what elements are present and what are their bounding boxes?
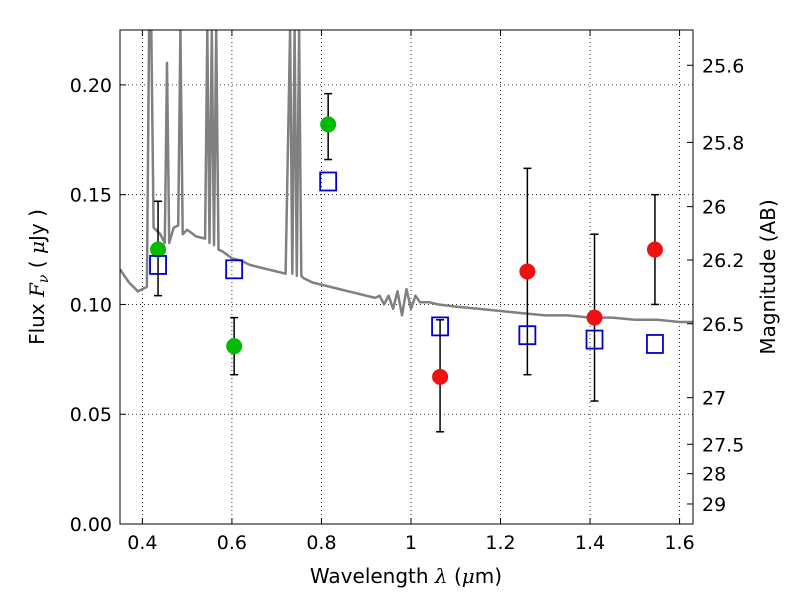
model-photometry-square bbox=[225, 259, 244, 280]
y2-tick-label: 29 bbox=[702, 494, 726, 516]
y2-tick-label: 28 bbox=[702, 464, 726, 486]
y-axis-label: Flux Fν ( μJy ) bbox=[25, 209, 52, 345]
y2-tick-label: 27.5 bbox=[702, 434, 744, 456]
x-tick-label: 0.4 bbox=[127, 532, 157, 554]
x-axis-label: Wavelength λ (μm) bbox=[310, 564, 502, 588]
y-tick-label: 0.15 bbox=[70, 185, 112, 207]
model-photometry-square bbox=[518, 325, 537, 346]
plot-area bbox=[120, 30, 693, 433]
nir-flux-point bbox=[646, 241, 663, 258]
y2-tick-label: 26 bbox=[702, 197, 726, 219]
model-photometry-square bbox=[319, 171, 338, 192]
plot-frame bbox=[119, 29, 694, 525]
optical-flux-point bbox=[320, 116, 337, 133]
model-photometry-square bbox=[431, 316, 449, 337]
y-tick-label: 0.10 bbox=[70, 294, 112, 316]
nir-flux-point bbox=[586, 309, 603, 326]
x-tick-label: 1.6 bbox=[664, 532, 694, 554]
y2-axis-label: Magnitude (AB) bbox=[756, 199, 780, 354]
model-photometry-square bbox=[149, 255, 167, 275]
x-tick-label: 1.2 bbox=[485, 532, 515, 554]
model-photometry-square bbox=[585, 329, 604, 350]
nir-flux-point bbox=[519, 263, 536, 280]
x-tick-label: 0.8 bbox=[306, 532, 336, 554]
x-tick-label: 0.6 bbox=[217, 532, 247, 554]
y2-tick-label: 25.8 bbox=[702, 132, 744, 154]
optical-flux-point bbox=[150, 241, 167, 258]
y2-tick-label: 25.6 bbox=[702, 55, 744, 77]
y2-tick-label: 27 bbox=[702, 388, 726, 410]
model-spectrum-line bbox=[120, 30, 693, 324]
axis-ticks: 0.4 0.6 0.8 1 1.2 1.4 1.6 0.00 0.05 0.10 0.15 0.20 2… bbox=[70, 30, 744, 554]
y2-tick-label: 26.5 bbox=[702, 314, 744, 336]
nir-flux-point bbox=[432, 368, 449, 385]
y2-tick-label: 26.2 bbox=[702, 250, 744, 272]
x-tick-label: 1 bbox=[405, 532, 417, 554]
y-tick-label: 0.00 bbox=[70, 514, 112, 536]
model-photometry-square bbox=[646, 334, 664, 354]
x-tick-label: 1.4 bbox=[575, 532, 605, 554]
optical-flux-point bbox=[226, 338, 243, 355]
y-tick-label: 0.20 bbox=[70, 75, 112, 97]
y-tick-label: 0.05 bbox=[70, 404, 112, 426]
